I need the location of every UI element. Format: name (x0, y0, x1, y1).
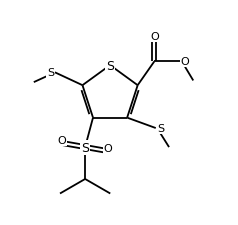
Text: S: S (157, 124, 164, 133)
Text: O: O (104, 144, 113, 154)
Text: O: O (150, 32, 159, 42)
Text: O: O (58, 136, 66, 146)
Text: S: S (47, 68, 54, 78)
Text: O: O (181, 57, 189, 67)
Text: S: S (106, 59, 114, 72)
Text: S: S (81, 141, 89, 154)
